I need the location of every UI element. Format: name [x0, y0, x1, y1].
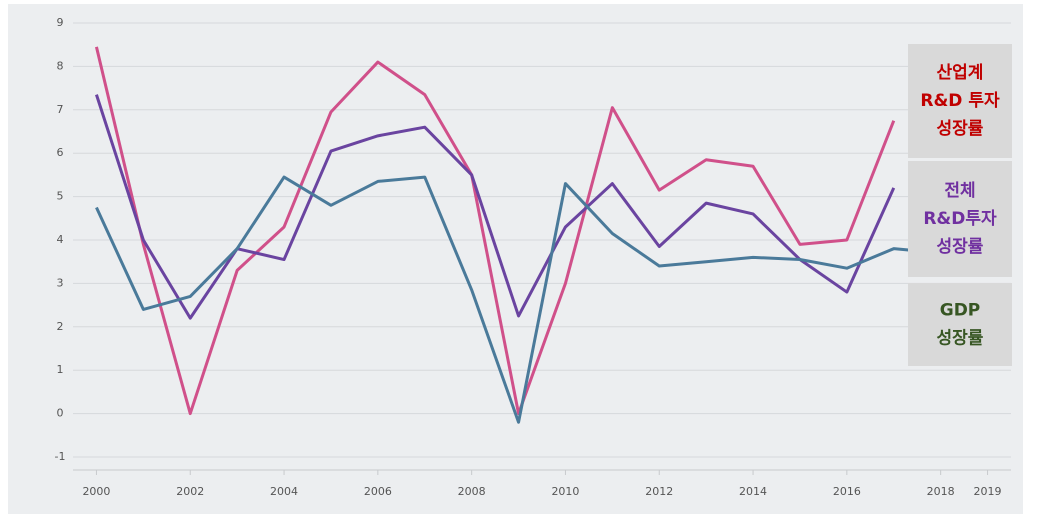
legend-item: GDP 성장률	[908, 283, 1012, 366]
x-tick-label: 2004	[270, 485, 298, 498]
y-tick-label: -1	[55, 450, 66, 463]
x-tick-label: 2002	[176, 485, 204, 498]
legend-label: GDP	[940, 301, 981, 321]
x-tick-label: 2008	[458, 485, 486, 498]
legend-box	[908, 44, 1012, 158]
y-tick-label: 5	[57, 190, 64, 203]
series-line	[94, 46, 896, 416]
series-line	[95, 94, 896, 320]
legend-label: 성장률	[937, 237, 984, 257]
x-tick-label: 2006	[364, 485, 392, 498]
y-tick-label: 0	[57, 407, 64, 420]
x-tick-label: 2010	[551, 485, 579, 498]
legend-label: 산업계	[937, 63, 984, 83]
plot-background	[8, 4, 1023, 514]
x-tick-label: 2019	[974, 485, 1002, 498]
y-tick-label: 8	[57, 59, 64, 72]
x-tick-label: 2012	[645, 485, 673, 498]
legend-label: 전체	[944, 181, 975, 201]
y-tick-label: 2	[57, 320, 64, 333]
y-tick-label: 3	[57, 276, 64, 289]
x-tick-label: 2016	[833, 485, 861, 498]
legend-label: 성장률	[937, 119, 984, 139]
y-tick-label: 4	[57, 233, 64, 246]
y-tick-label: 1	[57, 363, 64, 376]
x-tick-label: 2000	[82, 485, 110, 498]
legend-label: 성장률	[937, 329, 984, 349]
legend-box	[908, 161, 1012, 277]
y-tick-label: 7	[57, 103, 64, 116]
x-tick-label: 2018	[927, 485, 955, 498]
legend-box	[908, 283, 1012, 366]
x-tick-label: 2014	[739, 485, 767, 498]
legend-label: R&D 투자	[920, 91, 1000, 111]
legend-label: R&D투자	[923, 209, 997, 229]
series-line	[95, 175, 941, 424]
y-tick-label: 6	[57, 146, 64, 159]
y-tick-label: 9	[57, 16, 64, 29]
